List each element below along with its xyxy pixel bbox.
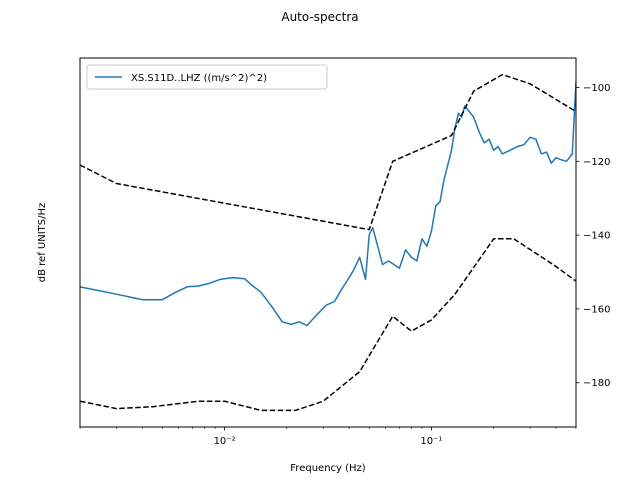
- series-line-0: [80, 81, 576, 327]
- legend: XS.S11D..LHZ ((m/s^2)^2): [86, 64, 328, 90]
- y-tick-label: −140: [583, 231, 610, 242]
- chart-title: Auto-spectra: [281, 10, 358, 24]
- y-tick-label: −120: [583, 157, 610, 168]
- y-axis-label: dB ref UNITS/Hz: [37, 203, 48, 282]
- x-axis-label: Frequency (Hz): [290, 463, 366, 474]
- plot-frame: [79, 57, 577, 428]
- legend-entry-label: XS.S11D..LHZ ((m/s^2)^2): [131, 73, 267, 84]
- y-tick-label: −160: [583, 304, 610, 315]
- x-tick-label: 10⁻¹: [420, 436, 442, 447]
- legend-box: [86, 64, 328, 90]
- y-tick-label: −180: [583, 378, 610, 389]
- series-line-2: [80, 238, 576, 412]
- x-tick-label: 10⁻²: [214, 436, 236, 447]
- y-tick-label: −100: [583, 83, 610, 94]
- series-line-1: [80, 73, 576, 231]
